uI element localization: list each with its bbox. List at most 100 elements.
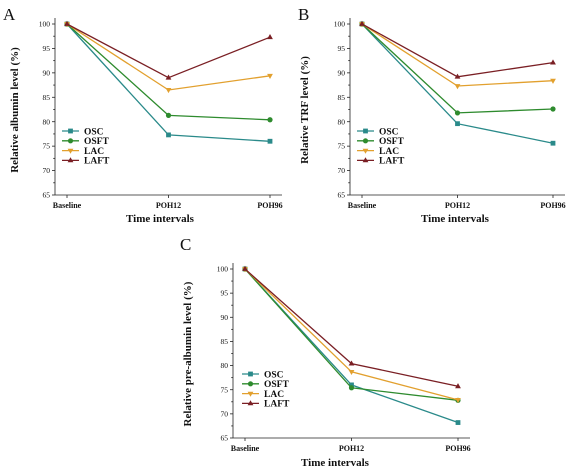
panel-c-legend-label-osft: OSFT [264, 380, 289, 390]
panel-b-legend-marker-lac [362, 148, 369, 154]
panel-b-series-osc-point [550, 140, 556, 146]
panel-b-x-axis-title: Time intervals [421, 213, 490, 225]
panel-a-y-tick-label: 95 [43, 44, 51, 53]
panel-b: B 65 70 75 80 85 90 95 100 Baseline POH12 POH96 Time… [298, 5, 566, 225]
panel-b-y-tick-label: 90 [338, 68, 346, 77]
panel-a-legend-label-osc: OSC [84, 127, 104, 137]
panel-c-legend-marker-laft [247, 400, 254, 406]
panel-c-series-lac-point [455, 397, 461, 404]
panel-a-series-osft-line [66, 23, 271, 121]
panel-a-legend-label-lac: LAC [84, 147, 104, 157]
panel-b-letter: B [298, 5, 309, 24]
panel-c-series-lac-point [348, 369, 355, 376]
panel-a-series-osft-point [165, 112, 172, 118]
panel-a-series-osc-point [166, 132, 171, 138]
panel-a-legend-marker-lac [67, 148, 74, 154]
panel-c-y-tick-label: 85 [221, 337, 229, 346]
panel-c-letter: C [180, 235, 191, 254]
panel-b-legend-marker-laft [362, 157, 369, 163]
panel-c: C 65 70 75 80 85 90 95 100 Baseline POH12 POH96 Time… [180, 235, 471, 469]
panel-b-series-laft-point [454, 73, 461, 79]
panel-c-y-tick-label: 80 [221, 361, 229, 370]
panel-c-x-tick-label: POH12 [339, 444, 364, 453]
panel-b-y-tick-label: 70 [338, 166, 346, 175]
panel-a-series-laft-point [64, 20, 70, 26]
panel-b-y-tick-label: 95 [338, 44, 346, 53]
panel-a-legend-marker-osft [67, 138, 74, 144]
panel-c-series-osft-point [348, 385, 355, 391]
panel-b-x-tick-label: Baseline [348, 201, 377, 210]
panel-b-y-tick-label: 75 [338, 142, 346, 151]
panel-c-y-tick-label: 70 [221, 409, 229, 418]
panel-b-legend-marker-osc [363, 128, 368, 134]
panel-c-y-tick-label: 65 [221, 434, 229, 443]
panel-c-x-axis-title: Time intervals [301, 457, 370, 469]
panel-b-series-osc-point [455, 121, 460, 127]
panel-c-series-osc-point [455, 420, 461, 425]
panel-a-y-tick-label: 85 [43, 93, 51, 102]
panel-b-series-lac-point [550, 78, 556, 84]
panel-a-series-osft-point [267, 117, 273, 123]
panel-a-letter: A [3, 5, 16, 24]
panel-c-series-laft-point [455, 383, 461, 389]
panel-b-x-tick-label: POH96 [540, 201, 565, 210]
panel-a-y-tick-label: 70 [43, 166, 51, 175]
panel-a-y-tick-label: 65 [43, 191, 51, 200]
panel-b-y-axis-title: Relative TRF level (%) [299, 56, 311, 164]
panel-a-y-tick-label: 100 [39, 20, 51, 29]
panel-a-series-laft-point [165, 74, 172, 80]
panel-c-x-tick-label: Baseline [231, 444, 260, 453]
panel-a-x-tick-label: POH12 [156, 201, 181, 210]
panel-b-series-laft-point [550, 59, 556, 65]
panel-c-legend-marker-lac [247, 391, 254, 397]
panel-a-legend-marker-laft [67, 157, 74, 163]
panel-b-series-lac-point [454, 84, 461, 90]
panel-c-legend-label-osc: OSC [264, 370, 284, 380]
panel-a-series-lac-point [267, 73, 273, 79]
panel-a-y-tick-label: 90 [43, 68, 51, 77]
panel-b-legend-label-osc: OSC [379, 127, 399, 137]
panel-a-legend-label-osft: OSFT [84, 137, 109, 147]
panel-a-legend-marker-osc [68, 128, 73, 134]
panel-c-y-tick-label: 95 [221, 289, 229, 298]
panel-c-legend-label-lac: LAC [264, 390, 284, 400]
panel-a-x-tick-label: POH96 [257, 201, 282, 210]
panel-b-x-tick-label: POH12 [445, 201, 470, 210]
panel-b-series-osft-point [454, 110, 461, 116]
panel-a-series-laft-point [267, 33, 273, 40]
panel-a-y-tick-label: 75 [43, 142, 51, 151]
panel-b-legend-marker-osft [362, 138, 369, 144]
panel-c-y-tick-label: 90 [221, 313, 229, 322]
panel-b-series-laft-point [359, 20, 365, 26]
panel-c-series-laft-point [348, 360, 355, 366]
panel-a-x-tick-label: Baseline [53, 201, 82, 210]
panel-a-series-osc-point [267, 138, 273, 144]
panel-b-y-tick-label: 65 [338, 191, 346, 200]
panel-a-series-lac-point [165, 88, 172, 94]
panel-b-legend-label-osft: OSFT [379, 137, 404, 147]
panel-c-y-tick-label: 100 [217, 265, 229, 274]
panel-c-series-laft-point [242, 265, 248, 271]
panel-c-legend-label-laft: LAFT [264, 400, 290, 410]
panel-b-y-tick-label: 80 [338, 117, 346, 126]
panel-b-series-osft-line [361, 23, 554, 114]
panel-a-y-axis-title: Relative albumin level (%) [9, 47, 21, 173]
panel-b-legend-label-laft: LAFT [379, 157, 405, 167]
panel-c-legend-marker-osft [247, 381, 254, 387]
panel-b-legend-label-lac: LAC [379, 147, 399, 157]
panel-c-legend-marker-osc [248, 371, 253, 377]
panel-c-y-tick-label: 75 [221, 385, 229, 394]
panel-b-series-osft-point [550, 106, 556, 112]
panel-a-x-axis-title: Time intervals [126, 213, 195, 225]
panel-a: A 65 70 75 80 85 90 95 100 Baseline POH12 POH96 Time… [3, 5, 283, 225]
panel-a-y-tick-label: 80 [43, 117, 51, 126]
panel-c-x-tick-label: POH96 [445, 444, 470, 453]
panel-a-legend-label-laft: LAFT [84, 157, 110, 167]
panel-c-y-axis-title: Relative pre-albumin level (%) [182, 281, 194, 426]
panel-b-y-tick-label: 100 [334, 20, 346, 29]
panel-b-y-tick-label: 85 [338, 93, 346, 102]
